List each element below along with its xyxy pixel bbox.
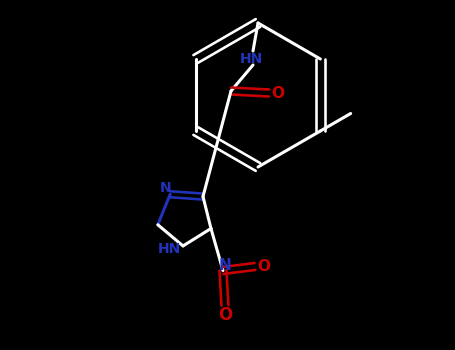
Text: O: O xyxy=(258,259,270,274)
Text: O: O xyxy=(218,307,232,324)
Text: HN: HN xyxy=(157,242,181,256)
Text: O: O xyxy=(272,86,284,102)
Text: HN: HN xyxy=(239,52,263,66)
Text: N: N xyxy=(218,258,231,273)
Text: N: N xyxy=(159,181,171,195)
